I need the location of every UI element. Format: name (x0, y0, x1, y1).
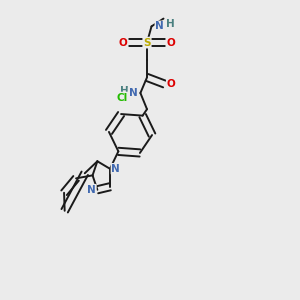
Text: N: N (129, 88, 137, 98)
Text: H: H (166, 19, 175, 29)
Text: H: H (120, 86, 129, 96)
Text: N: N (87, 185, 96, 195)
Text: O: O (119, 38, 128, 48)
Text: N: N (112, 164, 120, 174)
Text: N: N (155, 21, 164, 32)
Text: O: O (167, 38, 175, 48)
Text: S: S (143, 38, 151, 48)
Text: O: O (167, 79, 176, 89)
Text: Cl: Cl (117, 92, 128, 103)
